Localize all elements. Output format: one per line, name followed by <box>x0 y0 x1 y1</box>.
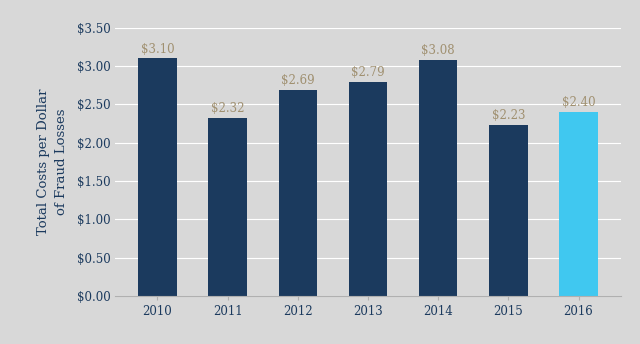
Text: $2.69: $2.69 <box>281 74 315 87</box>
Bar <box>278 90 317 296</box>
Bar <box>419 60 458 296</box>
Bar <box>138 58 177 296</box>
Text: $2.32: $2.32 <box>211 102 244 115</box>
Bar <box>489 125 527 296</box>
Bar <box>559 112 598 296</box>
Text: $2.23: $2.23 <box>492 109 525 122</box>
Y-axis label: Total Costs per Dollar
of Fraud Losses: Total Costs per Dollar of Fraud Losses <box>37 88 68 235</box>
Text: $3.10: $3.10 <box>141 43 174 55</box>
Bar <box>209 118 247 296</box>
Text: $3.08: $3.08 <box>421 44 455 57</box>
Text: $2.40: $2.40 <box>562 96 595 109</box>
Bar <box>349 82 387 296</box>
Text: $2.79: $2.79 <box>351 66 385 79</box>
